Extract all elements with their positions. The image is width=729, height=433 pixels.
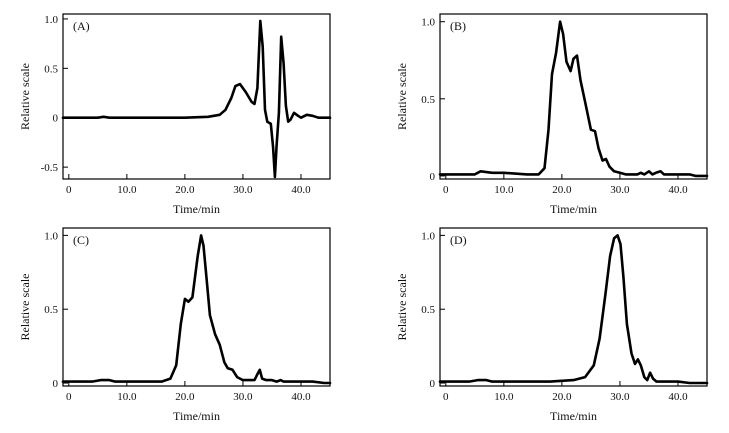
- y-tick-label: 1.0: [44, 14, 58, 26]
- panel-c: 0 10.0 20.0 30.0 40.0 0 0.5 1.0 (C) Time/min Relat…: [18, 227, 332, 423]
- x-tick-label: 10.0: [117, 184, 137, 196]
- x-tick-label: 0: [66, 391, 72, 403]
- y-tick-label: 0: [53, 113, 59, 125]
- x-axis-label: Time/min: [173, 202, 220, 216]
- x-tick-label: 30.0: [233, 184, 253, 196]
- y-tick-label: 0: [430, 171, 436, 183]
- x-tick-label: 30.0: [610, 184, 630, 196]
- y-tick-label: 0: [53, 378, 59, 390]
- panel-label: (A): [73, 19, 90, 33]
- x-tick-label: 40.0: [291, 391, 311, 403]
- panel-a: 0 10.0 20.0 30.0 40.0 -0.5 0 0.5 1.0 (A) Time/min R…: [18, 13, 332, 216]
- x-tick-label: 20.0: [552, 184, 572, 196]
- x-tick-label: 30.0: [610, 391, 630, 403]
- y-tick-label: 1.0: [44, 230, 58, 242]
- x-tick-label: 40.0: [668, 391, 688, 403]
- y-tick-label: -0.5: [41, 162, 59, 174]
- x-tick-label: 0: [66, 184, 72, 196]
- panel-d: 0 10.0 20.0 30.0 40.0 0 0.5 1.0 (D) Time/min Relat…: [395, 227, 709, 423]
- x-axis-label: Time/min: [550, 202, 597, 216]
- panel-label: (C): [73, 233, 89, 247]
- x-tick-label: 20.0: [552, 391, 572, 403]
- y-tick-label: 1.0: [421, 17, 435, 29]
- x-tick-label: 10.0: [494, 391, 514, 403]
- plot-frame-a: [62, 13, 331, 180]
- plot-frame-c: [62, 227, 331, 387]
- x-tick-label: 10.0: [494, 184, 514, 196]
- y-tick-label: 0.5: [421, 304, 435, 316]
- x-axis-label: Time/min: [550, 409, 597, 423]
- y-tick-label: 0.5: [44, 304, 58, 316]
- x-tick-label: 10.0: [117, 391, 137, 403]
- y-axis-label: Relative scale: [18, 63, 32, 130]
- plot-frame-d: [439, 227, 708, 387]
- panel-label: (B): [450, 19, 466, 33]
- y-tick-label: 0.5: [421, 94, 435, 106]
- y-tick-label: 0: [430, 378, 436, 390]
- y-tick-label: 1.0: [421, 230, 435, 242]
- y-axis-label: Relative scale: [18, 274, 32, 341]
- series-line-b: [438, 20, 709, 178]
- panel-b: 0 10.0 20.0 30.0 40.0 0 0.5 1.0 (B) Time/min Relat…: [395, 13, 709, 216]
- y-tick-label: 0.5: [44, 63, 58, 75]
- series-line-d: [438, 234, 709, 385]
- x-tick-label: 0: [443, 184, 449, 196]
- x-tick-label: 20.0: [175, 391, 195, 403]
- x-tick-label: 40.0: [668, 184, 688, 196]
- x-tick-label: 30.0: [233, 391, 253, 403]
- x-tick-label: 20.0: [175, 184, 195, 196]
- x-tick-label: 0: [443, 391, 449, 403]
- series-line-a: [61, 19, 332, 179]
- x-tick-label: 40.0: [291, 184, 311, 196]
- x-axis-label: Time/min: [173, 409, 220, 423]
- series-line-c: [61, 234, 332, 385]
- plot-frame-b: [439, 13, 708, 180]
- y-axis-label: Relative scale: [395, 274, 409, 341]
- y-axis-label: Relative scale: [395, 63, 409, 130]
- panel-label: (D): [450, 233, 467, 247]
